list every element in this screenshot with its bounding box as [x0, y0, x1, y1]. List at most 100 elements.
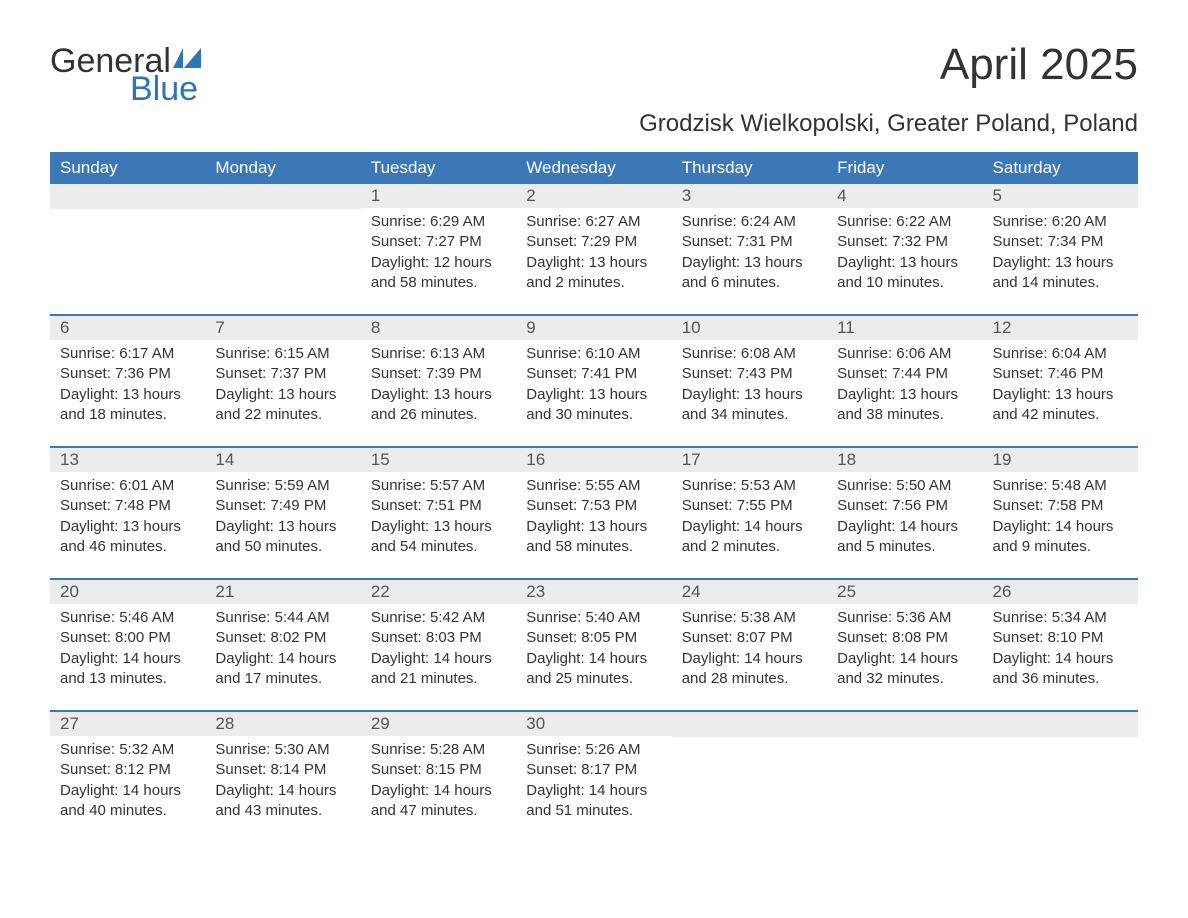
- calendar-day: 9Sunrise: 6:10 AMSunset: 7:41 PMDaylight…: [516, 316, 671, 446]
- day-day1: Daylight: 14 hours: [837, 517, 972, 537]
- day-sunset: Sunset: 7:44 PM: [837, 364, 972, 384]
- day-number: 28: [205, 712, 360, 736]
- calendar-day: 2Sunrise: 6:27 AMSunset: 7:29 PMDaylight…: [516, 184, 671, 314]
- calendar-day: [672, 712, 827, 842]
- day-sunrise: Sunrise: 5:34 AM: [993, 608, 1128, 628]
- calendar-day: 30Sunrise: 5:26 AMSunset: 8:17 PMDayligh…: [516, 712, 671, 842]
- day-day1: Daylight: 13 hours: [215, 385, 350, 405]
- day-sunset: Sunset: 7:39 PM: [371, 364, 506, 384]
- day-sunrise: Sunrise: 6:17 AM: [60, 344, 195, 364]
- calendar-day: 28Sunrise: 5:30 AMSunset: 8:14 PMDayligh…: [205, 712, 360, 842]
- day-number: 17: [672, 448, 827, 472]
- calendar-day: 16Sunrise: 5:55 AMSunset: 7:53 PMDayligh…: [516, 448, 671, 578]
- day-details: Sunrise: 6:17 AMSunset: 7:36 PMDaylight:…: [50, 340, 205, 437]
- day-details: Sunrise: 5:36 AMSunset: 8:08 PMDaylight:…: [827, 604, 982, 701]
- day-sunrise: Sunrise: 5:40 AM: [526, 608, 661, 628]
- calendar-day: 23Sunrise: 5:40 AMSunset: 8:05 PMDayligh…: [516, 580, 671, 710]
- day-day1: Daylight: 14 hours: [993, 517, 1128, 537]
- day-sunset: Sunset: 8:05 PM: [526, 628, 661, 648]
- calendar-day: 27Sunrise: 5:32 AMSunset: 8:12 PMDayligh…: [50, 712, 205, 842]
- day-details: Sunrise: 5:59 AMSunset: 7:49 PMDaylight:…: [205, 472, 360, 569]
- calendar-day: 6Sunrise: 6:17 AMSunset: 7:36 PMDaylight…: [50, 316, 205, 446]
- day-sunrise: Sunrise: 6:10 AM: [526, 344, 661, 364]
- day-details: Sunrise: 5:57 AMSunset: 7:51 PMDaylight:…: [361, 472, 516, 569]
- calendar-day: 17Sunrise: 5:53 AMSunset: 7:55 PMDayligh…: [672, 448, 827, 578]
- day-details: Sunrise: 6:15 AMSunset: 7:37 PMDaylight:…: [205, 340, 360, 437]
- day-details: Sunrise: 6:10 AMSunset: 7:41 PMDaylight:…: [516, 340, 671, 437]
- day-details: Sunrise: 6:04 AMSunset: 7:46 PMDaylight:…: [983, 340, 1138, 437]
- day-number: 30: [516, 712, 671, 736]
- day-number: 9: [516, 316, 671, 340]
- day-day2: and 50 minutes.: [215, 537, 350, 557]
- day-day2: and 5 minutes.: [837, 537, 972, 557]
- day-number: 2: [516, 184, 671, 208]
- day-details: Sunrise: 5:50 AMSunset: 7:56 PMDaylight:…: [827, 472, 982, 569]
- day-sunset: Sunset: 7:56 PM: [837, 496, 972, 516]
- day-day2: and 47 minutes.: [371, 801, 506, 821]
- calendar-day: 4Sunrise: 6:22 AMSunset: 7:32 PMDaylight…: [827, 184, 982, 314]
- day-number: [827, 712, 982, 737]
- day-number: 10: [672, 316, 827, 340]
- day-sunset: Sunset: 7:36 PM: [60, 364, 195, 384]
- day-number: 24: [672, 580, 827, 604]
- day-day1: Daylight: 13 hours: [682, 385, 817, 405]
- day-sunrise: Sunrise: 6:01 AM: [60, 476, 195, 496]
- day-sunset: Sunset: 8:10 PM: [993, 628, 1128, 648]
- day-details: Sunrise: 5:30 AMSunset: 8:14 PMDaylight:…: [205, 736, 360, 833]
- day-day2: and 25 minutes.: [526, 669, 661, 689]
- day-number: 13: [50, 448, 205, 472]
- weekday-header: Wednesday: [516, 152, 671, 184]
- day-day2: and 30 minutes.: [526, 405, 661, 425]
- day-details: Sunrise: 5:34 AMSunset: 8:10 PMDaylight:…: [983, 604, 1138, 701]
- calendar: Sunday Monday Tuesday Wednesday Thursday…: [50, 152, 1138, 842]
- day-sunset: Sunset: 7:46 PM: [993, 364, 1128, 384]
- logo-flag-icon: [173, 40, 201, 74]
- day-number: 25: [827, 580, 982, 604]
- calendar-day: 11Sunrise: 6:06 AMSunset: 7:44 PMDayligh…: [827, 316, 982, 446]
- day-sunset: Sunset: 8:17 PM: [526, 760, 661, 780]
- day-sunset: Sunset: 7:37 PM: [215, 364, 350, 384]
- day-day2: and 43 minutes.: [215, 801, 350, 821]
- day-number: 15: [361, 448, 516, 472]
- day-details: Sunrise: 5:42 AMSunset: 8:03 PMDaylight:…: [361, 604, 516, 701]
- day-sunset: Sunset: 7:29 PM: [526, 232, 661, 252]
- day-day2: and 13 minutes.: [60, 669, 195, 689]
- day-sunrise: Sunrise: 5:36 AM: [837, 608, 972, 628]
- day-details: Sunrise: 5:32 AMSunset: 8:12 PMDaylight:…: [50, 736, 205, 833]
- day-details: Sunrise: 5:46 AMSunset: 8:00 PMDaylight:…: [50, 604, 205, 701]
- day-day1: Daylight: 14 hours: [371, 649, 506, 669]
- day-number: 8: [361, 316, 516, 340]
- day-sunrise: Sunrise: 5:28 AM: [371, 740, 506, 760]
- day-day2: and 14 minutes.: [993, 273, 1128, 293]
- day-day2: and 51 minutes.: [526, 801, 661, 821]
- day-day1: Daylight: 14 hours: [60, 781, 195, 801]
- day-day2: and 17 minutes.: [215, 669, 350, 689]
- day-day1: Daylight: 13 hours: [682, 253, 817, 273]
- day-day2: and 38 minutes.: [837, 405, 972, 425]
- calendar-week: 1Sunrise: 6:29 AMSunset: 7:27 PMDaylight…: [50, 184, 1138, 314]
- calendar-day: 21Sunrise: 5:44 AMSunset: 8:02 PMDayligh…: [205, 580, 360, 710]
- day-day1: Daylight: 14 hours: [215, 649, 350, 669]
- day-sunset: Sunset: 7:34 PM: [993, 232, 1128, 252]
- day-day2: and 32 minutes.: [837, 669, 972, 689]
- calendar-day: 25Sunrise: 5:36 AMSunset: 8:08 PMDayligh…: [827, 580, 982, 710]
- day-sunset: Sunset: 8:02 PM: [215, 628, 350, 648]
- day-number: [983, 712, 1138, 737]
- weekday-header: Saturday: [983, 152, 1138, 184]
- day-sunset: Sunset: 7:53 PM: [526, 496, 661, 516]
- day-sunrise: Sunrise: 6:20 AM: [993, 212, 1128, 232]
- day-sunset: Sunset: 7:55 PM: [682, 496, 817, 516]
- day-day1: Daylight: 14 hours: [993, 649, 1128, 669]
- day-day2: and 46 minutes.: [60, 537, 195, 557]
- calendar-body: 1Sunrise: 6:29 AMSunset: 7:27 PMDaylight…: [50, 184, 1138, 842]
- day-number: 14: [205, 448, 360, 472]
- day-sunrise: Sunrise: 6:15 AM: [215, 344, 350, 364]
- day-sunset: Sunset: 7:51 PM: [371, 496, 506, 516]
- day-day1: Daylight: 13 hours: [60, 517, 195, 537]
- day-sunrise: Sunrise: 6:24 AM: [682, 212, 817, 232]
- day-number: 3: [672, 184, 827, 208]
- day-day2: and 58 minutes.: [371, 273, 506, 293]
- calendar-day: 10Sunrise: 6:08 AMSunset: 7:43 PMDayligh…: [672, 316, 827, 446]
- day-sunrise: Sunrise: 6:06 AM: [837, 344, 972, 364]
- calendar-day: [205, 184, 360, 314]
